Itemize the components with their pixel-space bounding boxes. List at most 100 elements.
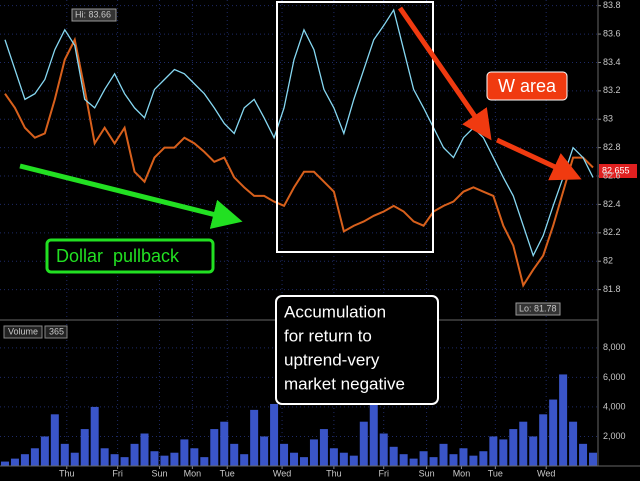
volume-bar <box>339 452 348 466</box>
accumulation-line: for return to <box>284 326 372 345</box>
x-tick-label: Fri <box>112 468 123 478</box>
pullback-box <box>45 238 215 274</box>
y-tick-label: 82.8 <box>603 142 621 152</box>
high-box <box>71 8 117 22</box>
plot <box>0 8 598 466</box>
volume-bar <box>469 455 478 466</box>
volume-bar <box>170 452 179 466</box>
y-tick-label: 83 <box>603 114 613 124</box>
y-tick-label: 82.4 <box>603 199 621 209</box>
volume-title: Volume <box>8 326 38 336</box>
volume-bar <box>529 436 538 466</box>
green-arrow <box>19 163 243 229</box>
volume-bar <box>359 421 368 466</box>
volume-bar <box>210 429 219 466</box>
volume-bar <box>260 436 269 466</box>
price-line <box>4 36 594 288</box>
volume-bar <box>200 457 209 466</box>
volume-bar <box>90 406 99 466</box>
volume-bar <box>10 458 19 466</box>
y-tick-label: 83.6 <box>603 28 621 38</box>
x-tick-label: Thu <box>59 468 75 478</box>
volume-bar <box>549 399 558 466</box>
low-label: Lo: 81.78 <box>519 303 557 313</box>
x-tick-label: Tue <box>220 468 235 478</box>
pullback-label: Dollar pullback <box>56 246 180 266</box>
volume-bar <box>329 448 338 466</box>
volume-bar <box>459 448 468 466</box>
x-tick-label: Thu <box>326 468 342 478</box>
volume-bar <box>509 429 518 466</box>
volume-bar <box>20 454 29 466</box>
volume-bar <box>80 429 89 466</box>
volume-bar <box>240 454 249 466</box>
volume-bar <box>439 443 448 466</box>
volume-bar <box>120 457 129 466</box>
x-tick-label: Sun <box>151 468 167 478</box>
y-tick-label: 82.2 <box>603 227 621 237</box>
volume-bar <box>290 452 299 466</box>
volume-bar <box>589 452 598 466</box>
volume-bar <box>309 439 318 466</box>
volume-bar <box>250 409 259 466</box>
volume-bar <box>299 457 308 466</box>
last-price-box <box>599 164 637 178</box>
volume-bar <box>0 461 9 466</box>
x-tick-label: Tue <box>488 468 503 478</box>
low-box <box>515 302 561 316</box>
volume-count-box <box>44 325 68 339</box>
x-tick-label: Sun <box>419 468 435 478</box>
accumulation-line: market negative <box>284 374 405 393</box>
x-tick-label: Fri <box>378 468 389 478</box>
last-price: 82.655 <box>602 165 630 175</box>
volume-bar <box>319 429 328 466</box>
volume-bar <box>140 433 149 466</box>
accumulation-box <box>275 295 439 405</box>
volume-bar <box>479 451 488 466</box>
price-line <box>4 8 594 258</box>
volume-bar <box>429 457 438 466</box>
x-tick-label: Mon <box>184 468 202 478</box>
volume-bar <box>449 454 458 466</box>
volume-bar <box>349 455 358 466</box>
volume-bar <box>50 414 59 466</box>
x-tick-label: Wed <box>273 468 291 478</box>
volume-title-box <box>3 325 43 339</box>
y-tick-label: 81.8 <box>603 284 621 294</box>
volume-bar <box>519 421 528 466</box>
volume-bar <box>579 443 588 466</box>
volume-bar <box>150 451 159 466</box>
x-tick-label: Wed <box>537 468 555 478</box>
y-tick-label: 2,000 <box>603 431 626 441</box>
volume-bar <box>100 448 109 466</box>
y-tick-label: 82.6 <box>603 170 621 180</box>
volume-bar <box>559 374 568 466</box>
y-tick-label: 4,000 <box>603 401 626 411</box>
volume-bar <box>569 421 578 466</box>
volume-bar <box>180 439 189 466</box>
volume-bar <box>160 455 169 466</box>
volume-bar <box>190 448 199 466</box>
y-tick-label: 82 <box>603 256 613 266</box>
volume-bar <box>389 446 398 466</box>
volume-bar <box>220 421 229 466</box>
x-tick-label: Mon <box>453 468 471 478</box>
volume-bar <box>399 454 408 466</box>
volume-bar <box>270 403 279 466</box>
accumulation-line: uptrend-very <box>284 350 380 369</box>
volume-bar <box>230 443 239 466</box>
volume-bar <box>539 414 548 466</box>
volume-count: 365 <box>49 326 64 336</box>
volume-bar <box>489 436 498 466</box>
high-label: Hi: 83.66 <box>75 9 111 19</box>
volume-bar <box>130 443 139 466</box>
volume-bar <box>70 452 79 466</box>
volume-bar <box>110 454 119 466</box>
w-area-box <box>486 71 568 101</box>
volume-bar <box>409 458 418 466</box>
w-area-label: W area <box>498 76 557 96</box>
y-tick-label: 6,000 <box>603 372 626 382</box>
volume-bar <box>60 443 69 466</box>
red-arrow <box>397 6 492 141</box>
